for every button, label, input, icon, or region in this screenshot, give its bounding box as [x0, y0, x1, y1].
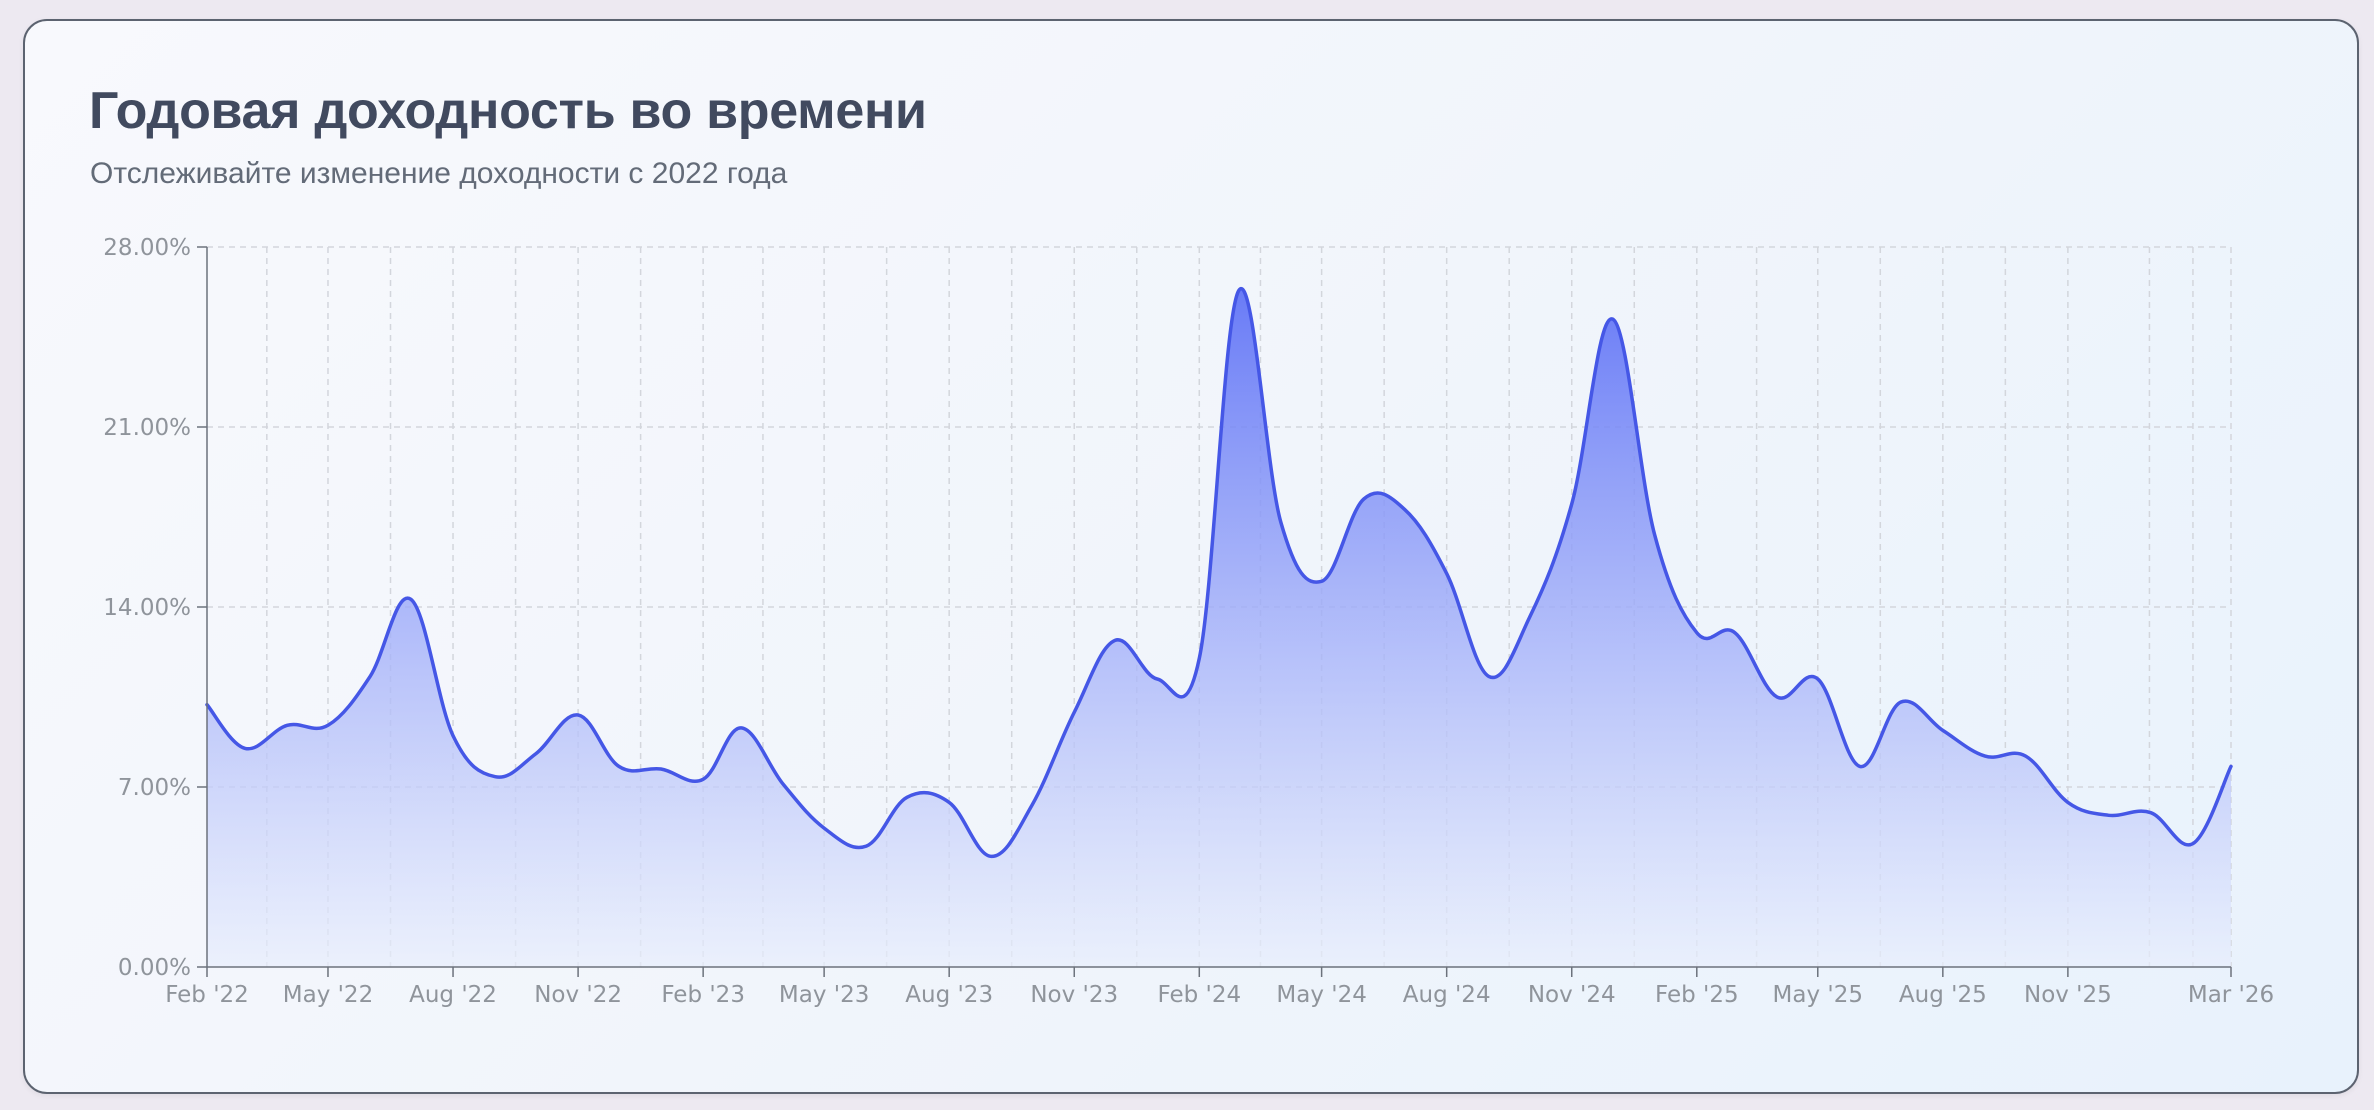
x-axis-ticks: Feb '22 May '22 Aug '22 Nov '22 Feb '23 May '… — [165, 967, 2274, 1008]
x-tick-label: Nov '23 — [1030, 982, 1118, 1008]
x-tick-label: Feb '22 — [165, 982, 249, 1008]
x-tick-label: Nov '22 — [534, 982, 622, 1008]
y-axis-ticks: 0.00% 7.00% 14.00% 21.00% 28.00% — [103, 235, 207, 981]
y-tick-label: 14.00% — [103, 595, 191, 621]
x-tick-label: Feb '24 — [1157, 982, 1241, 1008]
chart-title: Годовая доходность во времени — [89, 82, 927, 140]
x-tick-label: May '24 — [1276, 982, 1366, 1008]
x-tick-label: May '23 — [779, 982, 869, 1008]
x-tick-label: May '25 — [1773, 982, 1863, 1008]
x-tick-label: Feb '23 — [661, 982, 745, 1008]
x-tick-label: Aug '22 — [409, 982, 497, 1008]
x-tick-label: Nov '24 — [1528, 982, 1616, 1008]
x-tick-label: Aug '23 — [905, 982, 993, 1008]
x-tick-label: Feb '25 — [1655, 982, 1739, 1008]
area-fill — [207, 288, 2231, 967]
y-tick-label: 7.00% — [118, 775, 191, 801]
series-line — [205, 286, 2233, 859]
x-tick-label: Nov '25 — [2024, 982, 2112, 1008]
x-tick-label: May '22 — [283, 982, 373, 1008]
y-tick-label: 28.00% — [103, 235, 191, 261]
area-series — [205, 286, 2233, 967]
chart-subtitle: Отслеживайте изменение доходности с 2022… — [90, 157, 788, 190]
x-tick-label: Mar '26 — [2188, 982, 2274, 1008]
y-tick-label: 21.00% — [103, 415, 191, 441]
y-tick-label: 0.00% — [118, 955, 191, 981]
x-tick-label: Aug '24 — [1403, 982, 1491, 1008]
x-tick-label: Aug '25 — [1899, 982, 1987, 1008]
